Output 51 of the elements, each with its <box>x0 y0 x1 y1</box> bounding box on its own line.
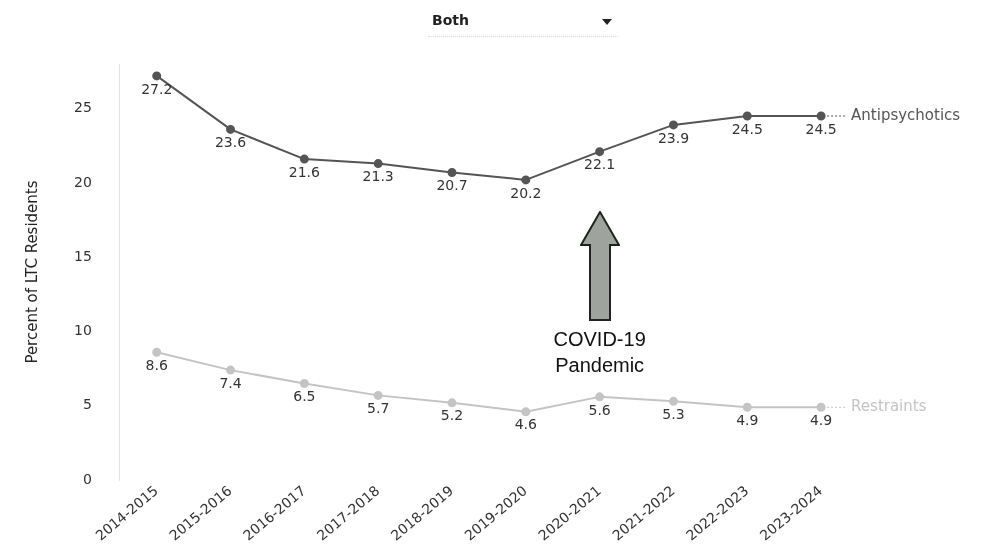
series-label: Antipsychotics <box>851 105 961 124</box>
point <box>299 154 309 164</box>
data-label: 21.3 <box>362 168 394 185</box>
data-label: 5.3 <box>662 405 685 422</box>
data-label: 7.4 <box>219 374 242 391</box>
data-label: 24.5 <box>731 120 763 137</box>
point <box>447 167 457 177</box>
point <box>595 392 605 402</box>
point <box>521 407 531 417</box>
point <box>152 347 162 357</box>
y-tick-label: 10 <box>73 322 92 339</box>
y-axis-title: Percent of LTC Residents <box>22 180 41 364</box>
point <box>299 378 309 388</box>
data-label: 4.6 <box>514 416 538 433</box>
point <box>226 365 236 375</box>
point <box>816 402 826 412</box>
point <box>373 390 383 400</box>
data-label: 5.7 <box>367 400 390 417</box>
y-tick-label: 25 <box>73 99 92 116</box>
data-label: 20.2 <box>510 184 542 201</box>
data-label: 21.6 <box>288 163 321 180</box>
point <box>521 175 531 185</box>
data-label: 27.2 <box>141 80 173 97</box>
y-tick-label: 20 <box>73 173 92 190</box>
y-tick-label: 5 <box>82 396 92 413</box>
point <box>226 124 236 134</box>
data-label: 20.7 <box>436 177 468 194</box>
series-label: Restraints <box>851 397 927 416</box>
dropdown: Both <box>428 10 618 37</box>
annotation: COVID-19 Pandemic <box>553 328 646 377</box>
point <box>595 147 605 157</box>
data-label: 24.5 <box>805 120 837 137</box>
point <box>742 402 752 412</box>
y-tick-label: 0 <box>82 470 92 487</box>
data-label: 4.9 <box>809 411 833 428</box>
y-tick-label: 15 <box>73 247 92 264</box>
data-label: 22.1 <box>584 156 616 173</box>
data-label: 23.9 <box>657 129 690 146</box>
point <box>668 120 678 130</box>
point <box>152 71 162 81</box>
point <box>668 396 678 406</box>
data-label: 6.5 <box>293 388 316 405</box>
point <box>447 398 457 408</box>
point <box>816 111 826 121</box>
data-label: 8.6 <box>145 356 168 373</box>
data-label: 23.6 <box>214 134 247 151</box>
data-label: 4.9 <box>736 411 759 428</box>
data-label: 5.6 <box>588 401 611 418</box>
data-label: 5.2 <box>440 407 464 424</box>
point <box>373 159 383 169</box>
point <box>742 111 752 121</box>
